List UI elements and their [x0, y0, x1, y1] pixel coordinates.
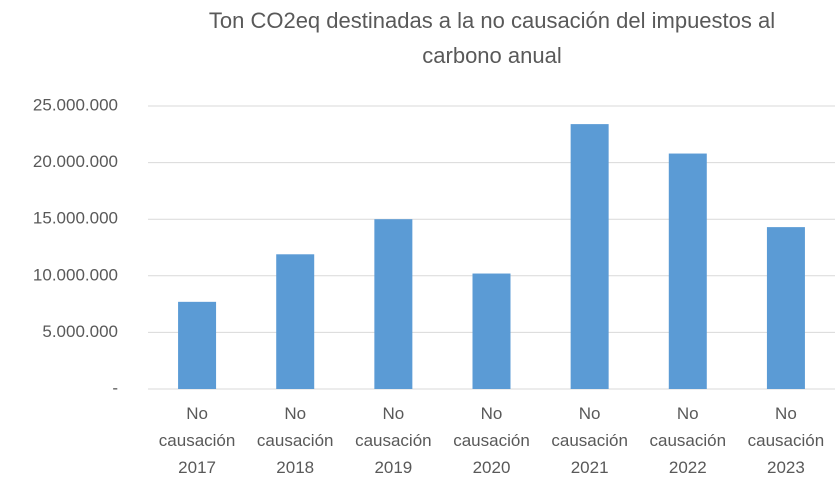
y-tick-label: 20.000.000	[33, 152, 118, 171]
y-tick-label: 25.000.000	[33, 95, 118, 114]
y-tick-label: -	[112, 378, 118, 397]
y-tick-label: 10.000.000	[33, 265, 118, 284]
y-tick-label: 15.000.000	[33, 209, 118, 228]
chart-title: Ton CO2eq destinadas a la no causación d…	[209, 8, 775, 68]
bar	[276, 254, 315, 389]
y-tick-label: 5.000.000	[42, 322, 118, 341]
x-tick-label: No causación 2020	[453, 404, 530, 477]
x-tick-label: No causación 2021	[551, 404, 628, 477]
x-tick-label: No causación 2018	[257, 404, 334, 477]
bar	[570, 124, 609, 389]
bar	[374, 219, 413, 389]
bar	[668, 153, 707, 389]
bar	[472, 273, 511, 389]
x-tick-label: No causación 2019	[355, 404, 432, 477]
x-tick-label: No causación 2017	[159, 404, 236, 477]
x-tick-label: No causación 2023	[748, 404, 825, 477]
x-tick-label: No causación 2022	[650, 404, 727, 477]
bar	[178, 301, 217, 389]
bar	[766, 227, 805, 389]
